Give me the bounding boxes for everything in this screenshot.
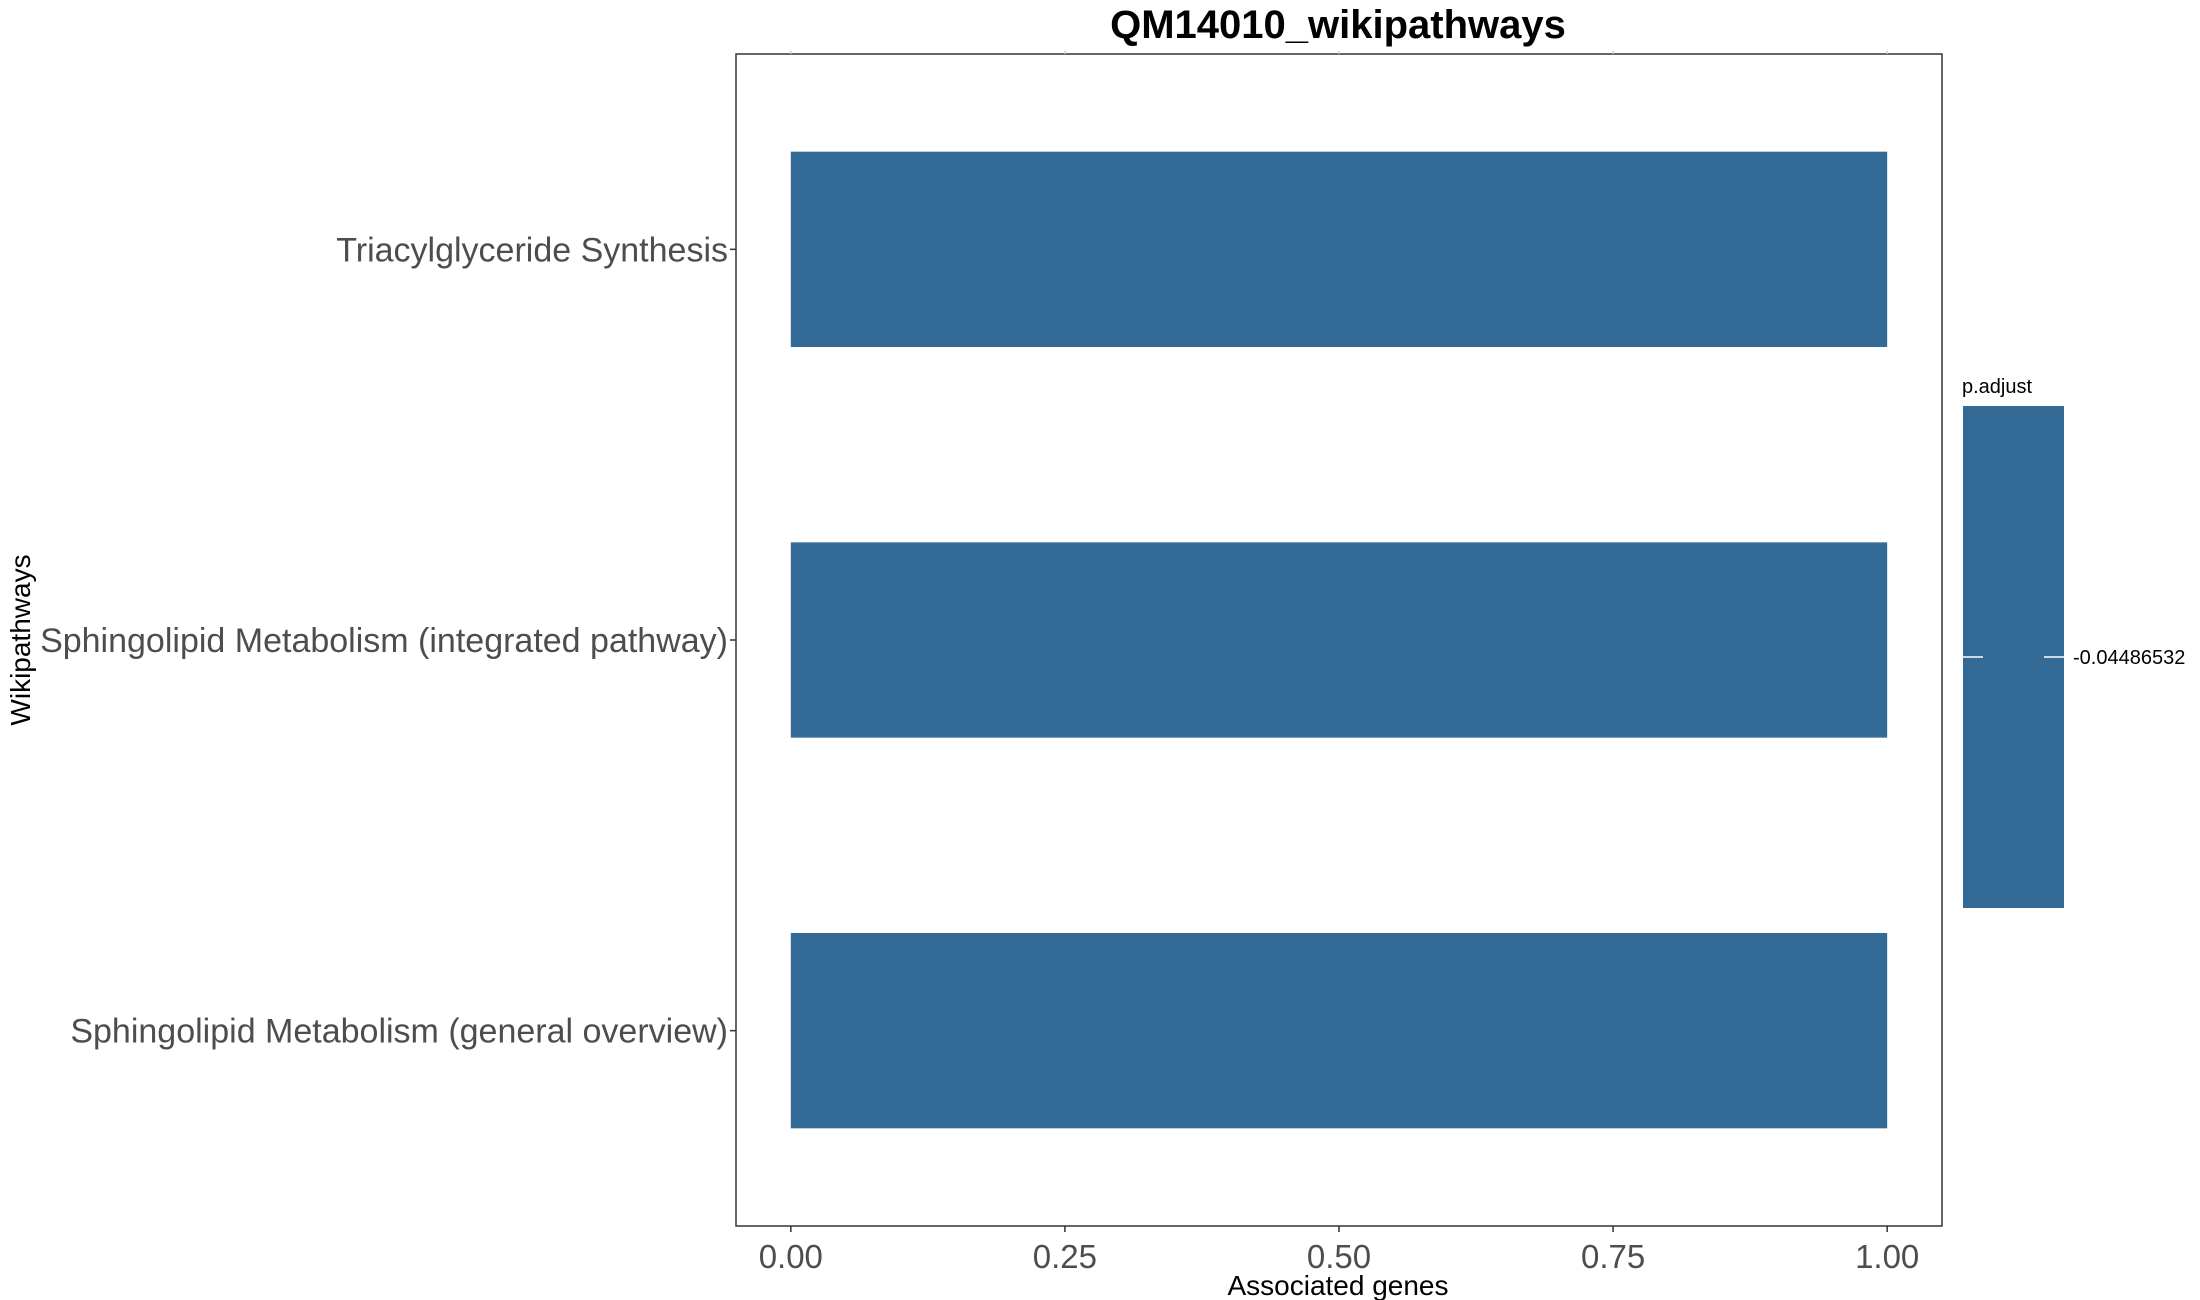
- x-tick-label: 1.00: [1855, 1238, 1919, 1275]
- legend-title: p.adjust: [1962, 376, 2032, 398]
- x-tick-label: 0.00: [759, 1238, 823, 1275]
- x-tick-label: 0.75: [1581, 1238, 1645, 1275]
- y-tick-label: Triacylglyceride Synthesis: [336, 231, 728, 269]
- legend-label: -0.04486532: [2073, 647, 2185, 669]
- bar: [790, 542, 1888, 738]
- y-axis: Triacylglyceride Synthesis Sphingolipid M…: [40, 231, 736, 1051]
- bar: [790, 151, 1888, 347]
- y-axis-title: Wikipathways: [5, 554, 36, 725]
- x-tick-label: 0.50: [1307, 1238, 1371, 1275]
- y-tick-label: Sphingolipid Metabolism (general overvie…: [70, 1013, 728, 1051]
- bars-layer: [790, 151, 1888, 1129]
- bar: [790, 933, 1888, 1129]
- x-axis: 0.00 0.25 0.50 0.75 1.00: [759, 51, 1919, 1275]
- legend: p.adjust -0.04486532: [1962, 376, 2185, 908]
- y-tick-label: Sphingolipid Metabolism (integrated path…: [40, 622, 728, 660]
- chart-title: QM14010_wikipathways: [1110, 3, 1566, 47]
- x-tick-label: 0.25: [1033, 1238, 1097, 1275]
- x-axis-title: Associated genes: [1227, 1270, 1448, 1300]
